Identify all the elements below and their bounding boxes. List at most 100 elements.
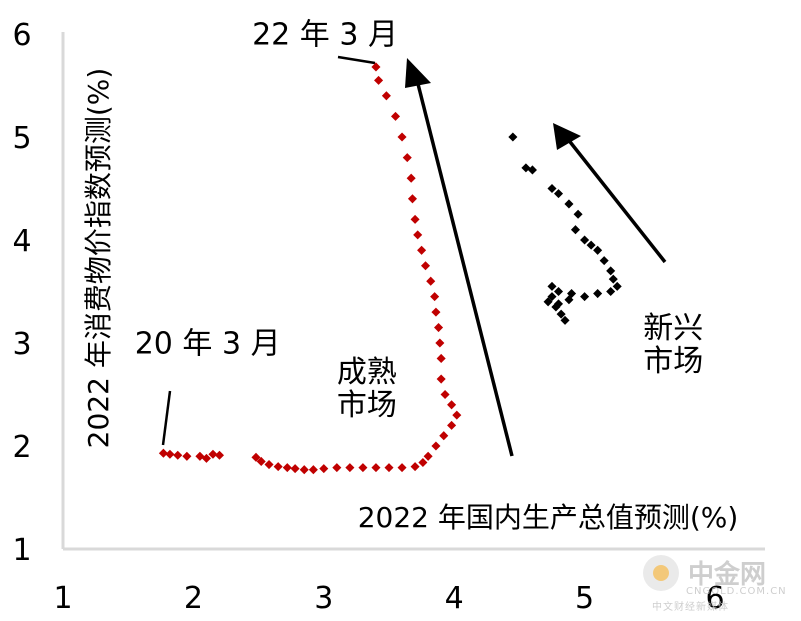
y-tick-label: 1 bbox=[12, 533, 31, 568]
data-point bbox=[586, 240, 596, 250]
data-point bbox=[397, 463, 407, 473]
data-point bbox=[418, 457, 428, 468]
data-point bbox=[420, 261, 431, 271]
data-point bbox=[447, 420, 457, 430]
data-point bbox=[290, 464, 300, 474]
data-point bbox=[431, 307, 441, 317]
y-tick-label: 5 bbox=[12, 121, 31, 156]
data-point bbox=[381, 91, 391, 101]
data-point bbox=[606, 286, 616, 297]
data-point bbox=[165, 449, 175, 459]
data-point bbox=[553, 299, 564, 309]
data-point bbox=[547, 183, 557, 194]
watermark-brand: 中金网 bbox=[688, 559, 766, 590]
data-point bbox=[402, 153, 412, 163]
y-tick-label: 3 bbox=[12, 327, 31, 362]
data-point bbox=[264, 460, 274, 470]
data-point bbox=[435, 338, 445, 348]
watermark-site: CNGOLD.COM.CN bbox=[686, 586, 787, 597]
data-point bbox=[423, 451, 433, 461]
x-tick-label: 4 bbox=[445, 581, 464, 616]
x-tick-label: 3 bbox=[314, 581, 333, 616]
data-point bbox=[251, 452, 261, 462]
data-point bbox=[553, 189, 564, 199]
x-axis-title: 2022 年国内生产总值预测(%) bbox=[358, 501, 739, 534]
data-point bbox=[282, 463, 292, 473]
data-point bbox=[431, 441, 441, 451]
data-point bbox=[436, 374, 446, 384]
data-point bbox=[440, 389, 450, 400]
data-point bbox=[417, 245, 427, 255]
data-point bbox=[410, 462, 420, 472]
data-point bbox=[371, 62, 381, 72]
data-point bbox=[273, 462, 283, 472]
data-point bbox=[452, 410, 462, 420]
y-tick-label: 6 bbox=[12, 18, 31, 53]
data-point bbox=[319, 464, 329, 474]
data-point bbox=[426, 276, 436, 286]
data-point bbox=[345, 463, 355, 473]
x-tick-label: 1 bbox=[53, 581, 72, 616]
data-point bbox=[606, 266, 616, 276]
data-point bbox=[182, 451, 192, 461]
data-point bbox=[406, 173, 416, 183]
data-point bbox=[201, 453, 211, 463]
data-point bbox=[371, 463, 381, 473]
data-point bbox=[599, 256, 609, 266]
data-point bbox=[547, 292, 557, 302]
leader-line-20-3 bbox=[161, 390, 172, 446]
data-point bbox=[447, 400, 457, 410]
data-point bbox=[573, 209, 583, 219]
data-point bbox=[308, 465, 318, 475]
mature-trend-arrow bbox=[413, 75, 514, 457]
data-point bbox=[564, 199, 574, 209]
annotation-label: 22 年 3 月 bbox=[252, 17, 398, 52]
y-axis-title: 2022 年消费物价指数预测(%) bbox=[82, 68, 115, 449]
annotation-label: 成熟 bbox=[337, 355, 397, 390]
data-point bbox=[508, 132, 518, 142]
annotation-label: 市场 bbox=[337, 388, 397, 423]
data-point bbox=[439, 431, 449, 441]
x-tick-label: 5 bbox=[575, 581, 594, 616]
data-point bbox=[390, 111, 401, 121]
data-point bbox=[374, 75, 384, 85]
data-point bbox=[407, 194, 417, 204]
y-tick-label: 2 bbox=[12, 430, 31, 465]
data-point bbox=[580, 292, 590, 302]
x-tick-label: 6 bbox=[705, 581, 724, 616]
series-mature-markets bbox=[158, 62, 462, 475]
data-point bbox=[593, 245, 603, 255]
data-point bbox=[543, 297, 553, 307]
data-point bbox=[413, 230, 423, 240]
data-point bbox=[173, 450, 183, 460]
data-point bbox=[560, 315, 570, 325]
data-point bbox=[299, 465, 309, 475]
data-point bbox=[358, 463, 368, 473]
data-point bbox=[332, 463, 342, 473]
annotation-label: 新兴 bbox=[643, 311, 703, 346]
data-point bbox=[430, 292, 440, 302]
y-tick-label: 4 bbox=[12, 224, 31, 259]
data-point bbox=[436, 353, 446, 363]
watermark-logo-inner-icon bbox=[653, 565, 669, 581]
data-point bbox=[397, 132, 407, 142]
data-point bbox=[570, 225, 580, 235]
data-point bbox=[553, 286, 564, 297]
data-point bbox=[608, 274, 618, 284]
annotation-label: 市场 bbox=[643, 344, 703, 379]
data-point bbox=[580, 235, 590, 245]
data-point bbox=[612, 281, 622, 291]
x-tick-labels: 1 2 3 4 5 6 bbox=[53, 581, 724, 616]
mature-arrowhead-icon bbox=[405, 58, 431, 88]
data-point bbox=[434, 323, 444, 333]
data-point bbox=[547, 281, 557, 291]
watermark: 中金网 CNGOLD.COM.CN 中文财经新媒体 bbox=[643, 555, 787, 613]
emerging-trend-arrow bbox=[565, 136, 667, 264]
annotation-label: 20 年 3 月 bbox=[135, 326, 281, 361]
series-emerging-markets bbox=[508, 132, 622, 325]
data-point bbox=[593, 289, 603, 299]
y-tick-labels: 1 2 3 4 5 6 bbox=[12, 18, 31, 568]
data-point bbox=[384, 463, 394, 473]
